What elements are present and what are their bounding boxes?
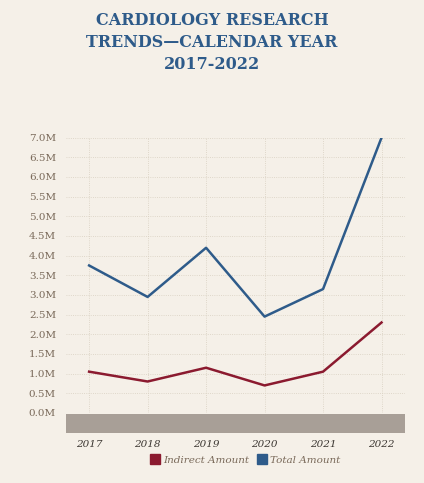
Legend: Indirect Amount, Total Amount: Indirect Amount, Total Amount bbox=[147, 452, 345, 469]
Text: 2017-2022: 2017-2022 bbox=[164, 56, 260, 72]
Text: CARDIOLOGY RESEARCH: CARDIOLOGY RESEARCH bbox=[96, 12, 328, 29]
Text: TRENDS—CALENDAR YEAR: TRENDS—CALENDAR YEAR bbox=[86, 34, 338, 51]
